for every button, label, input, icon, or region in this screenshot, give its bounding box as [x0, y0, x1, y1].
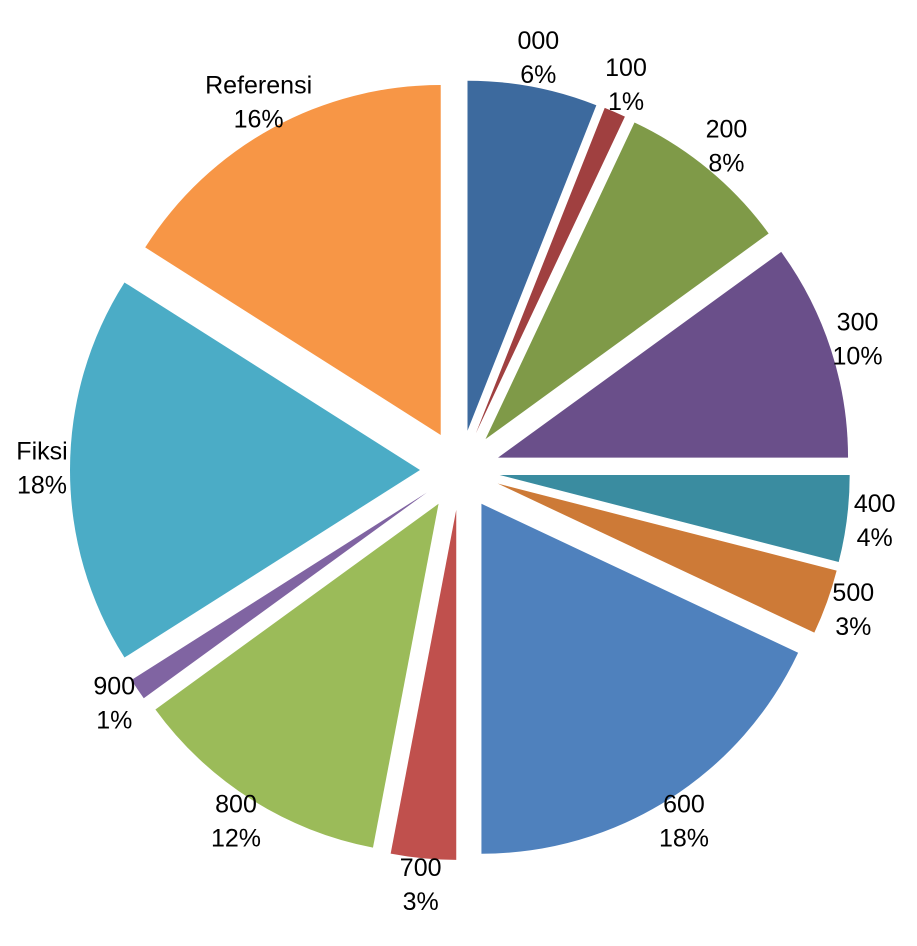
slice-category-label: 100: [605, 54, 647, 82]
pie-slice: [497, 483, 837, 633]
pie-slice: [485, 122, 769, 440]
slice-value-label: 3%: [403, 888, 439, 916]
pie-slice: [70, 282, 421, 658]
slice-category-label: Fiksi: [16, 438, 67, 466]
pie-slice: [481, 503, 799, 854]
pie-slice: [467, 80, 597, 431]
pie-slice: [145, 84, 441, 435]
slice-category-label: 500: [832, 579, 874, 607]
slice-category-label: 300: [837, 308, 879, 336]
slice-category-label: Referensi: [205, 71, 312, 99]
pie-slice: [131, 492, 427, 699]
slice-category-label: 400: [854, 490, 896, 518]
slice-category-label: 000: [517, 27, 559, 55]
slice-value-label: 6%: [520, 61, 556, 89]
pie-slice: [498, 251, 849, 458]
slice-value-label: 8%: [708, 150, 744, 178]
slice-category-label: 600: [663, 791, 705, 819]
slice-value-label: 16%: [234, 105, 284, 133]
slice-category-label: 900: [93, 673, 135, 701]
pie-slice: [390, 509, 457, 860]
slice-category-label: 700: [400, 854, 442, 882]
slice-value-label: 18%: [659, 825, 709, 853]
pie-slice: [499, 475, 850, 563]
slice-category-label: 200: [706, 116, 748, 144]
pie-slice: [155, 503, 439, 848]
slice-value-label: 18%: [17, 472, 67, 500]
slice-value-label: 1%: [608, 88, 644, 116]
slice-value-label: 12%: [211, 825, 261, 853]
slice-category-label: 800: [215, 791, 257, 819]
slice-value-label: 1%: [96, 707, 132, 735]
slice-value-label: 10%: [833, 342, 883, 370]
pie-slice: [475, 107, 625, 434]
slice-value-label: 4%: [857, 524, 893, 552]
slice-value-label: 3%: [835, 613, 871, 641]
